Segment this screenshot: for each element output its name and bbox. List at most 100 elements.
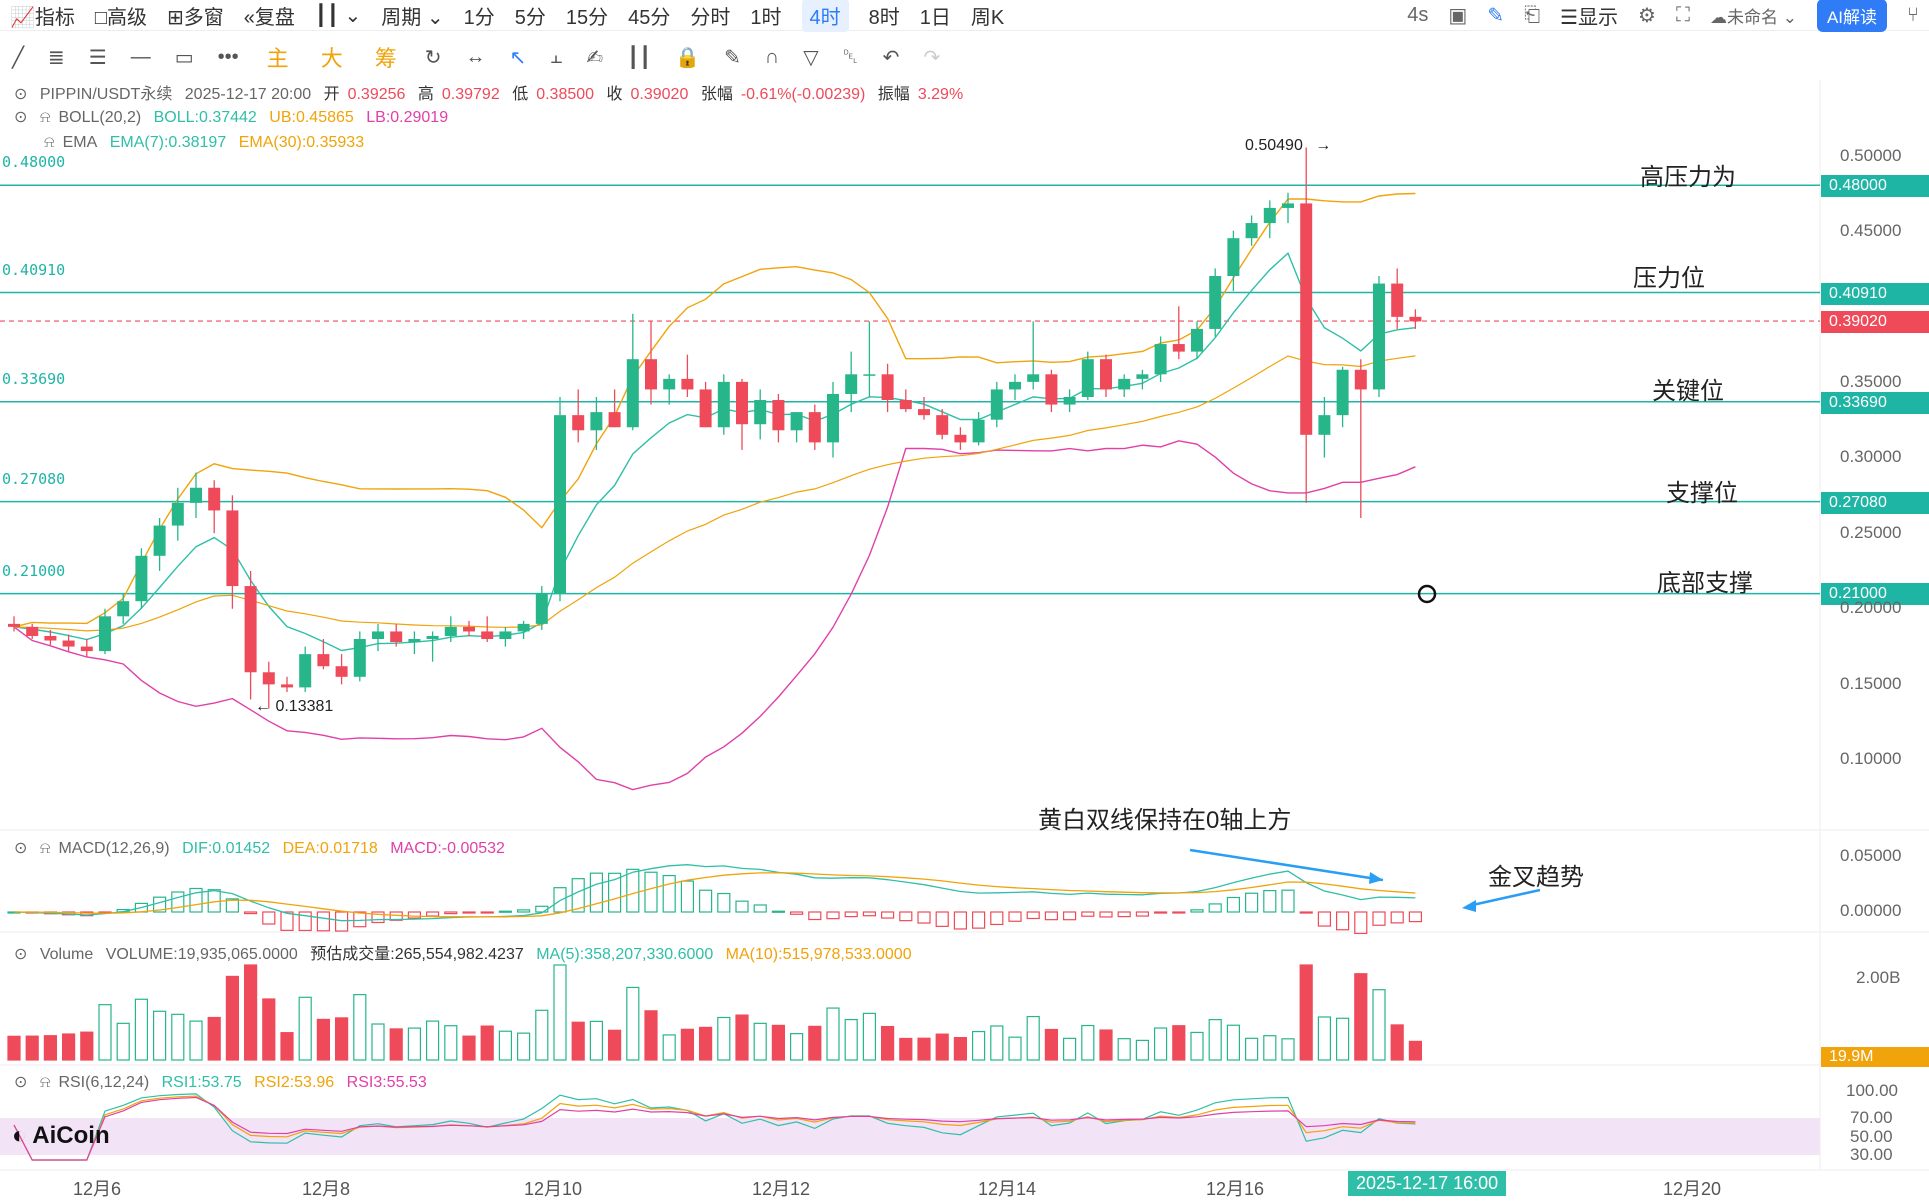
price-axis-label: 0.20000 xyxy=(1840,598,1902,617)
volume-bar xyxy=(407,1027,421,1061)
trash-icon[interactable]: ␡ xyxy=(842,45,859,68)
x-axis-label: 12月12 xyxy=(752,1179,811,1199)
candle-body xyxy=(281,684,293,688)
macd-bar xyxy=(116,908,130,913)
collapse-icon[interactable]: ⊙ xyxy=(14,1074,28,1091)
alarm-icon[interactable]: ⍾ xyxy=(39,1074,51,1091)
parallel-tool-icon[interactable]: ☰ xyxy=(88,46,107,69)
lock-icon[interactable]: 🔒 xyxy=(675,46,701,69)
rect-tool-icon[interactable]: ▭ xyxy=(174,46,194,69)
chip-distribution[interactable]: 筹 xyxy=(374,46,397,71)
macd-bar xyxy=(462,911,476,914)
macd-bar xyxy=(571,878,585,913)
candle-body xyxy=(1227,238,1240,276)
replay-button[interactable]: «复盘 xyxy=(243,6,295,29)
candle-body xyxy=(645,359,657,390)
price-tag: 0.27080 xyxy=(1821,492,1929,514)
period-4h[interactable]: 4时 xyxy=(801,0,849,32)
volume-bar xyxy=(244,964,258,1061)
volume-bar xyxy=(1354,973,1368,1061)
volume-bar xyxy=(535,1009,549,1061)
candle-body xyxy=(444,626,457,636)
share-icon[interactable]: ⑂ xyxy=(1907,3,1919,26)
macd-bar xyxy=(244,911,258,915)
redo-icon[interactable]: ↷ xyxy=(923,46,941,69)
note-icon[interactable]: ✎ xyxy=(724,46,741,69)
multi-window-button[interactable]: ⊞多窗 xyxy=(167,6,224,29)
macd-bar xyxy=(207,889,221,913)
main-force-chip[interactable]: 主 xyxy=(266,46,289,71)
indicator-button[interactable]: 📈指标 xyxy=(10,6,75,29)
volume-bar xyxy=(335,1017,349,1061)
big-order-chip[interactable]: 大 xyxy=(320,46,343,71)
candle-body xyxy=(1282,203,1294,208)
volume-est: 预估成交量:265,554,982.4237 xyxy=(310,946,524,963)
collapse-icon[interactable]: ⊙ xyxy=(14,109,28,126)
brush-icon[interactable]: ✍ xyxy=(586,46,604,69)
rsi2-line xyxy=(13,1095,1416,1161)
pen-icon[interactable]: ✎ xyxy=(1487,4,1505,27)
magnet-icon[interactable]: ∩ xyxy=(764,45,780,68)
volume-bar xyxy=(1408,1040,1423,1061)
volume-bar xyxy=(1244,1037,1259,1061)
line-tool-icon[interactable]: ╱ xyxy=(12,46,25,69)
volume-bar xyxy=(1372,989,1386,1061)
cursor-icon[interactable]: ↖ xyxy=(509,46,527,69)
macd-bar xyxy=(371,911,385,924)
fullscreen-icon[interactable]: ⛶ xyxy=(1675,3,1690,26)
alarm-icon[interactable]: ⍾ xyxy=(39,840,51,857)
candle-body xyxy=(135,555,148,602)
display-button[interactable]: ☰显示 xyxy=(1560,6,1619,29)
undo-icon[interactable]: ↶ xyxy=(882,46,900,69)
candle-type-icon[interactable]: ┃┃ ⌄ xyxy=(314,4,362,27)
period-dropdown[interactable]: 周期 ⌄ xyxy=(381,6,444,29)
collapse-icon[interactable]: ⊙ xyxy=(14,840,28,857)
macd-bar xyxy=(626,868,640,913)
period-5m[interactable]: 5分 xyxy=(514,6,546,29)
advanced-button[interactable]: □高级 xyxy=(94,6,147,29)
rsi-axis-label: 50.00 xyxy=(1850,1127,1893,1146)
collapse-icon[interactable]: ⊙ xyxy=(14,946,28,963)
layout-name[interactable]: ☁未命名 ⌄ xyxy=(1709,7,1797,27)
alarm-icon[interactable]: ⍾ xyxy=(39,109,51,126)
settings-icon[interactable]: ⚙ xyxy=(1638,4,1656,27)
period-45m[interactable]: 45分 xyxy=(628,6,671,29)
period-15m[interactable]: 15分 xyxy=(565,6,609,29)
collapse-icon[interactable]: ⊙ xyxy=(14,86,28,103)
high-label: 高 xyxy=(417,86,434,103)
macd-bar xyxy=(298,911,312,932)
level-label-left: 0.21000 xyxy=(2,562,66,580)
volume-bar xyxy=(1172,1025,1186,1061)
filter-icon[interactable]: ▽ xyxy=(803,46,819,69)
ray-tool-icon[interactable]: — xyxy=(130,45,151,68)
more-tool-icon[interactable]: ••• xyxy=(217,45,239,68)
period-1d[interactable]: 1日 xyxy=(919,6,951,29)
refresh-interval[interactable]: 4s xyxy=(1407,3,1429,26)
volume-bar xyxy=(1081,1024,1095,1061)
candle-body xyxy=(772,400,785,431)
macd-bar xyxy=(644,871,658,913)
arrow-head-icon xyxy=(1462,900,1476,912)
bars-icon[interactable]: ┃┃ xyxy=(627,46,652,69)
rsi-axis-label: 70.00 xyxy=(1850,1108,1893,1127)
expand-icon[interactable]: ⎗ xyxy=(1524,3,1541,26)
ai-interpret-button[interactable]: AI解读 xyxy=(1816,0,1887,32)
camera-icon[interactable]: ▣ xyxy=(1448,4,1468,27)
volume-bar xyxy=(735,1014,749,1061)
period-1m[interactable]: 1分 xyxy=(463,6,495,29)
candle-body xyxy=(1100,359,1112,390)
hline-tool-icon[interactable]: ≣ xyxy=(48,46,65,69)
period-8h[interactable]: 8时 xyxy=(868,6,900,29)
period-timeshare[interactable]: 分时 xyxy=(690,6,731,29)
macd-bar xyxy=(680,880,695,913)
ruler-icon[interactable]: ⫠ xyxy=(550,45,563,68)
sync-icon[interactable]: ↻ xyxy=(424,46,442,69)
volume-bar xyxy=(116,1022,130,1061)
alarm-icon[interactable]: ⍾ xyxy=(44,134,55,151)
macd-bar xyxy=(189,887,203,913)
period-1h[interactable]: 1时 xyxy=(750,6,782,29)
volume-bar xyxy=(1135,1039,1150,1061)
period-week[interactable]: 周K xyxy=(970,6,1005,29)
measure-icon[interactable]: ↔ xyxy=(465,45,486,68)
volume-bar xyxy=(171,1013,185,1061)
